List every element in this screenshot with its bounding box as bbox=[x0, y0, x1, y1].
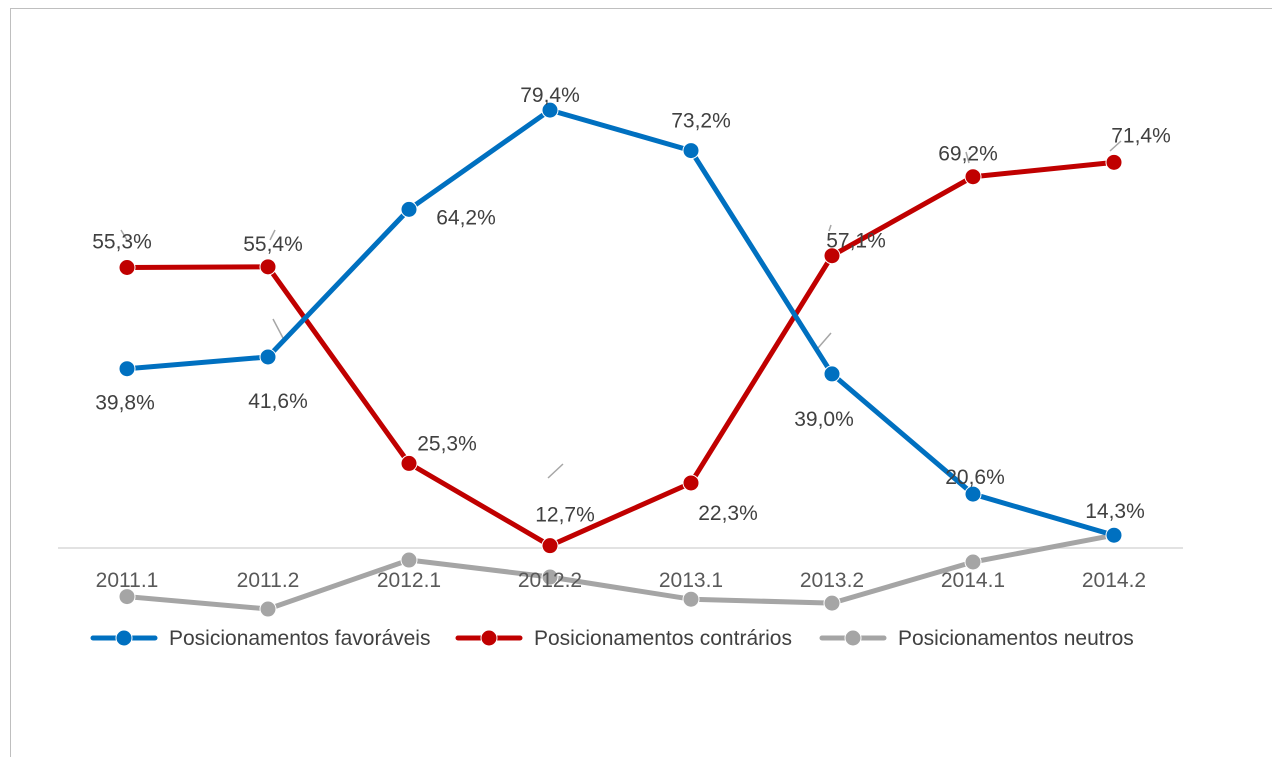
data-point-posicionamentos-favoraveis-3 bbox=[541, 101, 559, 119]
data-point-posicionamentos-favoraveis-4 bbox=[682, 142, 700, 160]
data-label-posicionamentos-favoraveis-1: 41,6% bbox=[248, 390, 308, 413]
data-point-posicionamentos-neutros-4 bbox=[682, 590, 700, 608]
leader-line-posicionamentos-contrarios-3 bbox=[547, 463, 564, 479]
data-label-posicionamentos-favoraveis-5: 39,0% bbox=[794, 408, 854, 431]
data-point-posicionamentos-favoraveis-7 bbox=[1105, 526, 1123, 544]
legend-label-posicionamentos-contrarios: Posicionamentos contrários bbox=[534, 627, 792, 650]
x-tick-label: 2013.2 bbox=[800, 569, 864, 592]
leader-line-posicionamentos-favoraveis-1 bbox=[272, 318, 284, 339]
data-point-posicionamentos-contrarios-2 bbox=[400, 454, 418, 472]
data-point-posicionamentos-contrarios-7 bbox=[1105, 153, 1123, 171]
data-label-posicionamentos-favoraveis-4: 73,2% bbox=[671, 110, 731, 133]
data-point-posicionamentos-contrarios-0 bbox=[118, 258, 136, 276]
series-line-posicionamentos-neutros bbox=[124, 532, 1117, 612]
data-point-posicionamentos-favoraveis-1 bbox=[259, 348, 277, 366]
x-tick-label: 2013.1 bbox=[659, 569, 723, 592]
legend-marker-posicionamentos-favoraveis bbox=[115, 629, 133, 647]
leader-line-posicionamentos-contrarios-5 bbox=[828, 224, 832, 232]
legend-label-posicionamentos-neutros: Posicionamentos neutros bbox=[898, 627, 1134, 650]
data-point-posicionamentos-favoraveis-2 bbox=[400, 200, 418, 218]
series-line-posicionamentos-contrarios bbox=[124, 159, 1117, 549]
data-point-posicionamentos-favoraveis-6 bbox=[964, 485, 982, 503]
data-label-posicionamentos-favoraveis-3: 79,4% bbox=[520, 84, 580, 107]
x-tick-label: 2014.1 bbox=[941, 569, 1005, 592]
data-label-posicionamentos-contrarios-7: 71,4% bbox=[1111, 124, 1171, 147]
data-label-posicionamentos-contrarios-5: 57,1% bbox=[826, 230, 886, 253]
leader-line-posicionamentos-favoraveis-5 bbox=[817, 332, 832, 349]
leader-lines bbox=[120, 140, 1122, 479]
legend-marker-posicionamentos-contrarios bbox=[480, 629, 498, 647]
data-label-posicionamentos-favoraveis-2: 64,2% bbox=[436, 206, 496, 229]
data-label-posicionamentos-contrarios-6: 69,2% bbox=[938, 143, 998, 166]
data-label-posicionamentos-contrarios-1: 55,4% bbox=[243, 233, 303, 256]
leader-line-posicionamentos-contrarios-7 bbox=[1109, 140, 1122, 152]
data-label-posicionamentos-contrarios-4: 22,3% bbox=[698, 502, 758, 525]
data-point-posicionamentos-contrarios-5 bbox=[823, 247, 841, 265]
data-label-posicionamentos-neutros-7: 14,3% bbox=[1085, 500, 1145, 523]
legend: Posicionamentos favoráveis Posicionamento… bbox=[90, 627, 1134, 650]
x-tick-label: 2012.2 bbox=[518, 569, 582, 592]
data-point-posicionamentos-contrarios-3 bbox=[541, 537, 559, 555]
leader-line-posicionamentos-contrarios-1 bbox=[269, 229, 276, 241]
data-point-posicionamentos-neutros-2 bbox=[400, 551, 418, 569]
data-point-posicionamentos-neutros-3 bbox=[541, 568, 559, 586]
data-label-posicionamentos-contrarios-0: 55,3% bbox=[92, 230, 152, 253]
x-axis-ticks: 2011.1 2011.2 2012.1 2012.2 2013.1 2013.2 2014… bbox=[96, 569, 1146, 592]
x-tick-label: 2011.1 bbox=[96, 569, 159, 592]
x-tick-label: 2012.1 bbox=[377, 569, 441, 592]
data-label-posicionamentos-favoraveis-0: 39,8% bbox=[95, 392, 155, 415]
leader-line-posicionamentos-contrarios-6 bbox=[965, 151, 970, 164]
data-point-posicionamentos-favoraveis-5 bbox=[823, 365, 841, 383]
leader-line-posicionamentos-contrarios-0 bbox=[120, 229, 128, 241]
data-labels: 39,8% 41,6% 64,2% 79,4% 73,2% 39,0% 20,6% 55,3%… bbox=[92, 84, 1171, 527]
chart-frame bbox=[10, 8, 1272, 757]
data-point-posicionamentos-contrarios-1 bbox=[259, 258, 277, 276]
data-point-posicionamentos-favoraveis-0 bbox=[118, 360, 136, 378]
legend-label-posicionamentos-favoraveis: Posicionamentos favoráveis bbox=[169, 627, 430, 650]
data-point-posicionamentos-neutros-5 bbox=[823, 594, 841, 612]
data-label-posicionamentos-favoraveis-6: 20,6% bbox=[945, 466, 1005, 489]
legend-marker-posicionamentos-neutros bbox=[844, 629, 862, 647]
data-label-posicionamentos-contrarios-3: 12,7% bbox=[535, 504, 595, 527]
x-tick-label: 2011.2 bbox=[237, 569, 300, 592]
series-line-posicionamentos-favoraveis bbox=[124, 107, 1117, 538]
data-point-posicionamentos-neutros-0 bbox=[118, 588, 136, 606]
data-point-posicionamentos-neutros-1 bbox=[259, 600, 277, 618]
data-point-posicionamentos-contrarios-6 bbox=[964, 168, 982, 186]
series-lines bbox=[118, 101, 1123, 618]
x-tick-label: 2014.2 bbox=[1082, 569, 1146, 592]
data-point-posicionamentos-neutros-6 bbox=[964, 553, 982, 571]
data-label-posicionamentos-contrarios-2: 25,3% bbox=[417, 432, 477, 455]
data-point-posicionamentos-contrarios-4 bbox=[682, 474, 700, 492]
